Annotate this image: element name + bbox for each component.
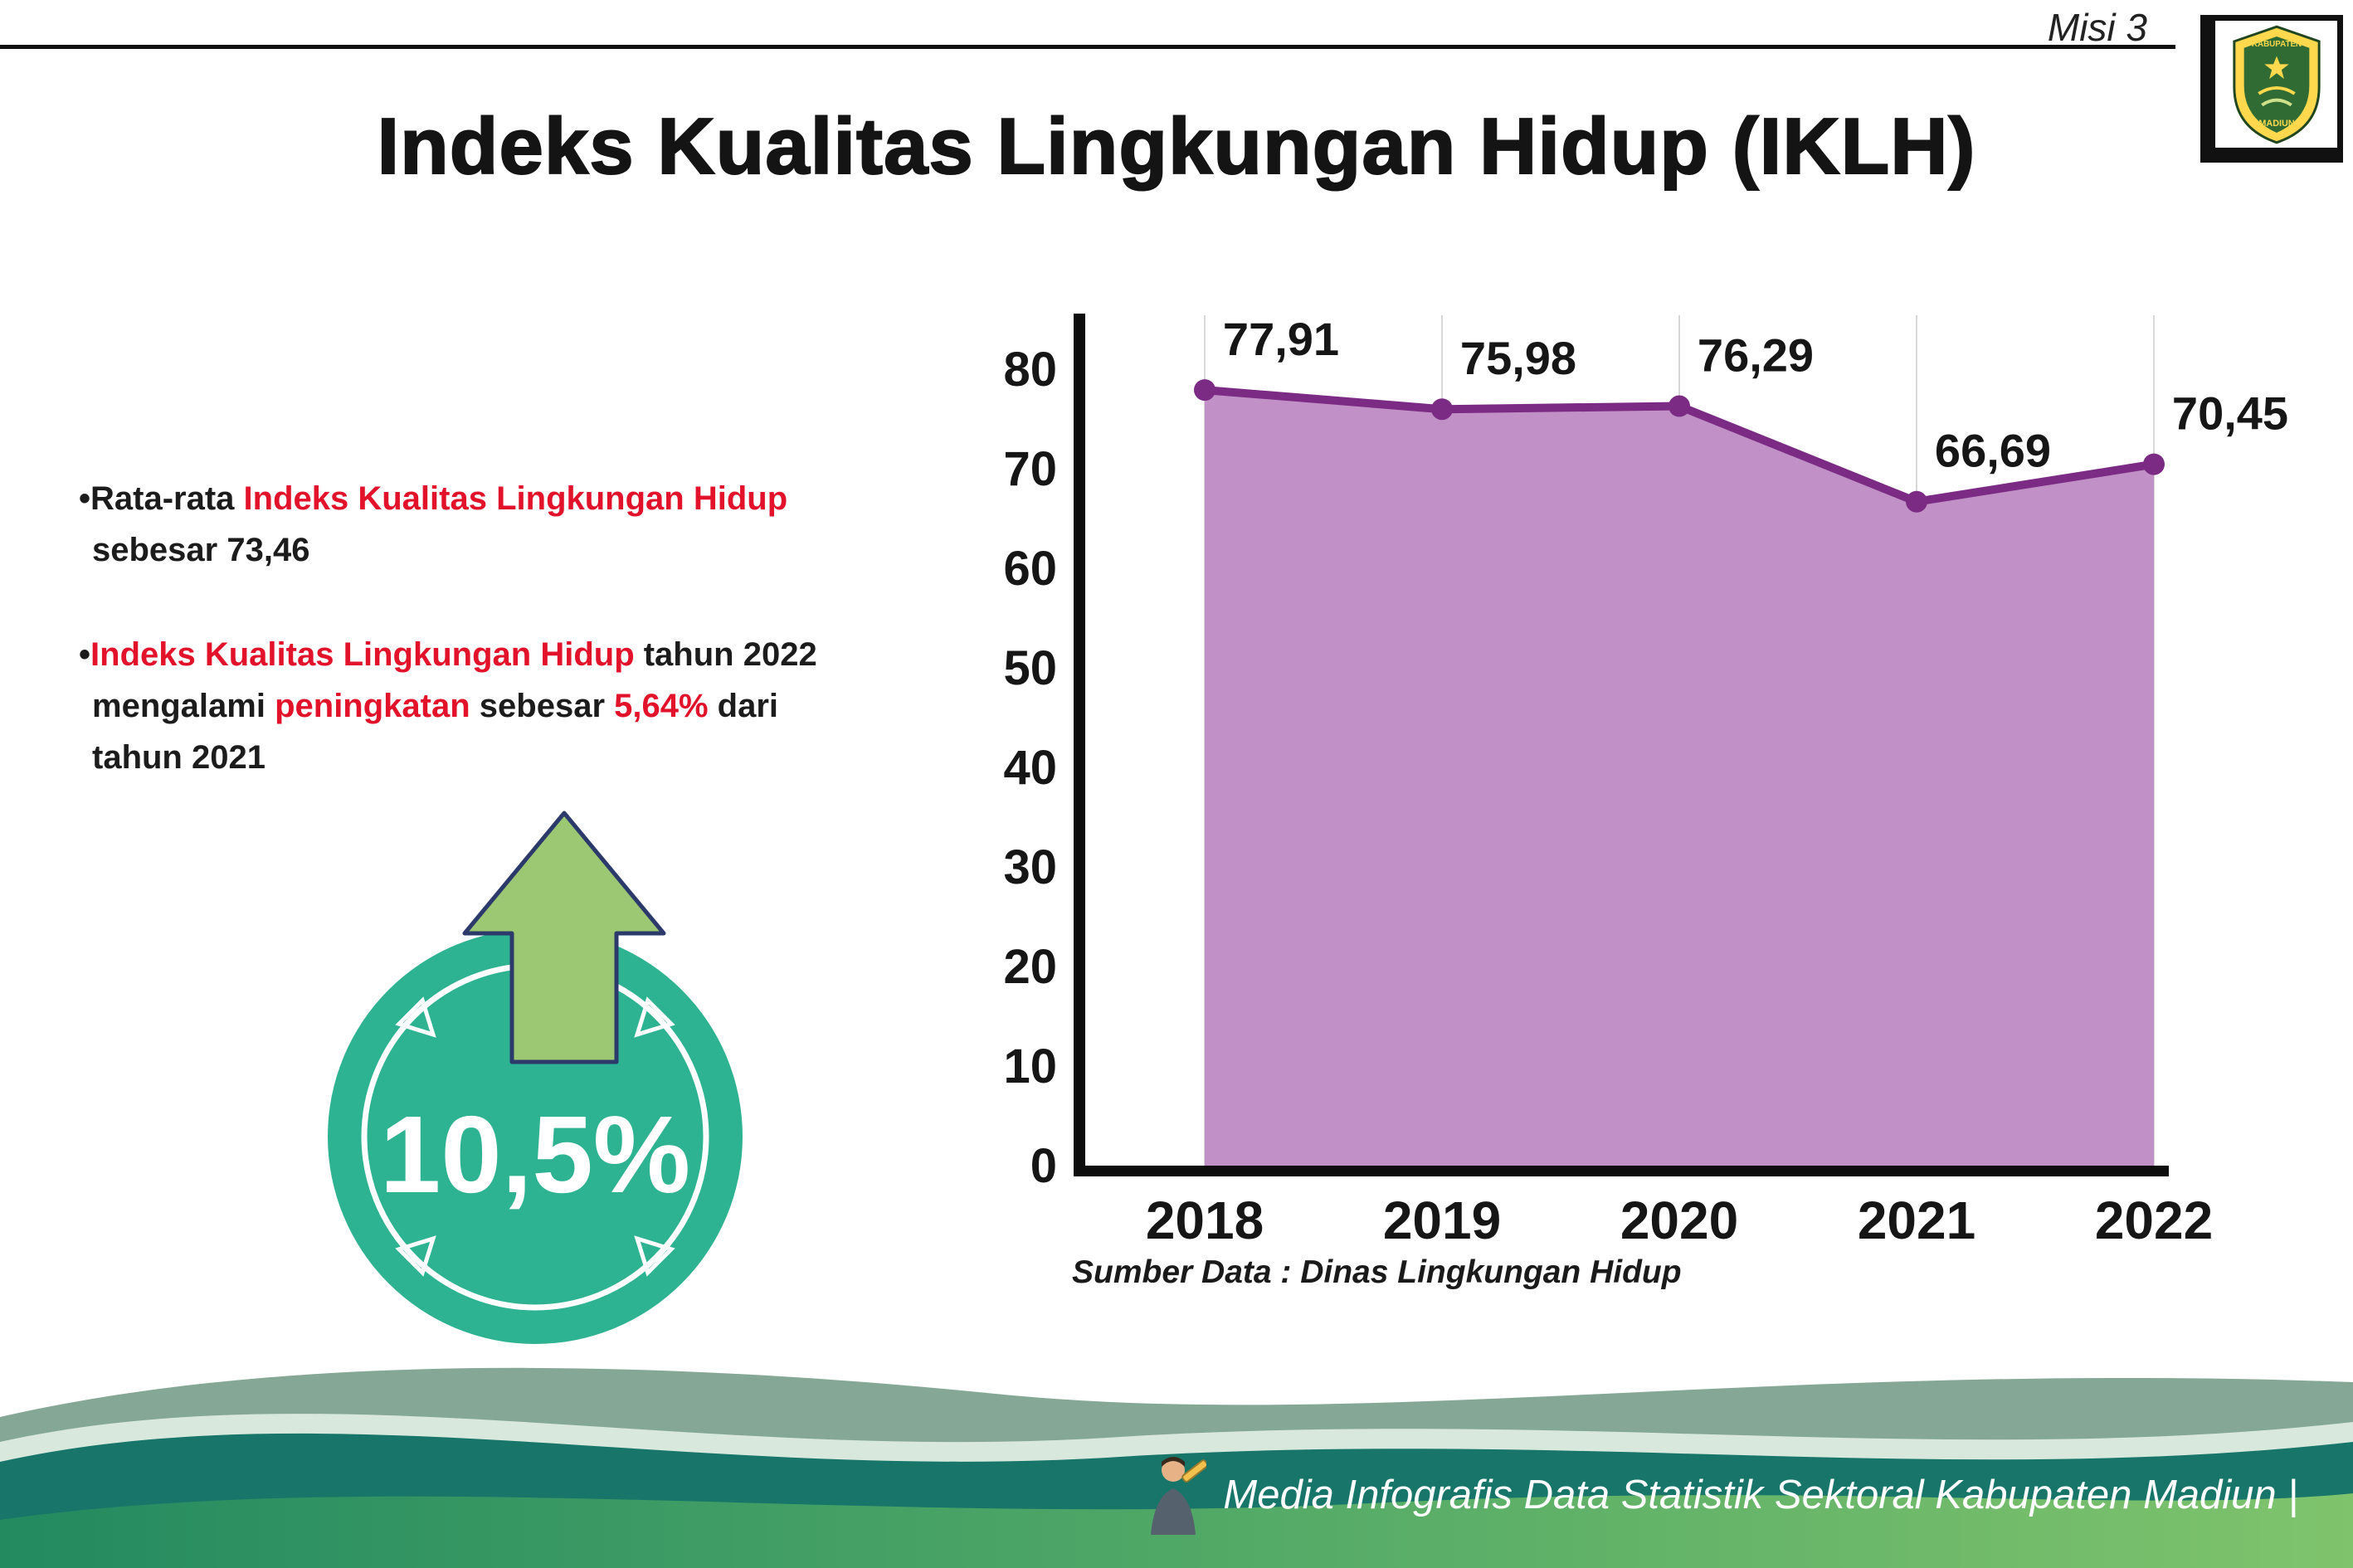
bullet1-highlight: Indeks Kualitas Lingkungan Hidup <box>243 480 788 517</box>
chart-source-note: Sumber Data : Dinas Lingkungan Hidup <box>1072 1254 1682 1290</box>
bullet-increase-iklh: •Indeks Kualitas Lingkungan Hidup tahun … <box>79 629 817 783</box>
svg-text:77,91: 77,91 <box>1223 313 1339 365</box>
iklh-area-chart: 0 10 20 30 40 50 60 70 80 77,91 75,98 76,29 66,69 70,… <box>1003 313 2288 1250</box>
bullet2-text5: tahun 2021 <box>92 739 266 776</box>
bullet2-highlight1: Indeks Kualitas Lingkungan Hidup <box>90 636 635 673</box>
svg-text:30: 30 <box>1003 840 1057 894</box>
iklh-chart-container: 0 10 20 30 40 50 60 70 80 77,91 75,98 76,29 66,69 70,… <box>979 290 2353 1336</box>
kabupaten-madiun-logo: KABUPATEN MADIUN <box>2200 15 2343 163</box>
svg-text:2022: 2022 <box>2095 1191 2213 1250</box>
svg-text:2021: 2021 <box>1858 1191 1975 1250</box>
svg-text:2019: 2019 <box>1383 1191 1501 1250</box>
bullet1-text-line2: sebesar 73,46 <box>92 532 310 568</box>
svg-text:20: 20 <box>1003 940 1057 994</box>
bullet2-text2: mengalami <box>92 688 275 724</box>
logo-shield-icon: KABUPATEN MADIUN <box>2232 25 2321 144</box>
badge-ring-arrows-icon <box>395 996 675 1277</box>
bullet-list: •Rata-rata Indeks Kualitas Lingkungan Hi… <box>79 473 817 783</box>
bullet2-text1: tahun 2022 <box>634 636 817 673</box>
up-arrow-icon <box>462 811 666 1064</box>
bullet2-highlight3: 5,64% <box>614 688 709 724</box>
bullet-dot: • <box>79 480 91 517</box>
svg-text:2020: 2020 <box>1620 1191 1738 1250</box>
bullet-average-iklh: •Rata-rata Indeks Kualitas Lingkungan Hi… <box>79 473 817 576</box>
svg-text:75,98: 75,98 <box>1460 332 1576 384</box>
svg-text:66,69: 66,69 <box>1935 425 2051 477</box>
misi-label: Misi 3 <box>2047 6 2147 49</box>
svg-text:50: 50 <box>1003 641 1057 695</box>
page-title: Indeks Kualitas Lingkungan Hidup (IKLH) <box>376 101 1976 192</box>
badge-value: 10,5% <box>380 1093 690 1215</box>
bullet2-text4: dari <box>708 688 779 724</box>
bullet2-text3: sebesar <box>470 688 615 724</box>
svg-text:2018: 2018 <box>1146 1191 1264 1250</box>
svg-text:40: 40 <box>1003 741 1057 795</box>
increase-badge: 10,5% <box>278 788 826 1385</box>
footer-credit-text: Media Infografis Data Statistik Sektoral… <box>1223 1473 2298 1517</box>
bullet1-text: Rata-rata <box>90 480 244 517</box>
logo-star-icon <box>2263 56 2289 79</box>
logo-top-label: KABUPATEN <box>2251 39 2301 48</box>
svg-text:10: 10 <box>1003 1040 1057 1093</box>
svg-text:0: 0 <box>1030 1139 1057 1193</box>
logo-bottom-label: MADIUN <box>2258 119 2294 129</box>
svg-text:76,29: 76,29 <box>1698 329 1814 382</box>
mascot-icon <box>1151 1457 1207 1535</box>
svg-text:60: 60 <box>1003 542 1057 596</box>
bullet-dot: • <box>79 636 91 673</box>
svg-text:70,45: 70,45 <box>2172 387 2288 440</box>
footer-credit: Media Infografis Data Statistik Sektoral… <box>1140 1454 2298 1536</box>
svg-text:70: 70 <box>1003 442 1057 496</box>
svg-text:80: 80 <box>1003 343 1057 397</box>
bullet2-highlight2: peningkatan <box>275 688 470 724</box>
header-rule <box>0 45 2175 49</box>
